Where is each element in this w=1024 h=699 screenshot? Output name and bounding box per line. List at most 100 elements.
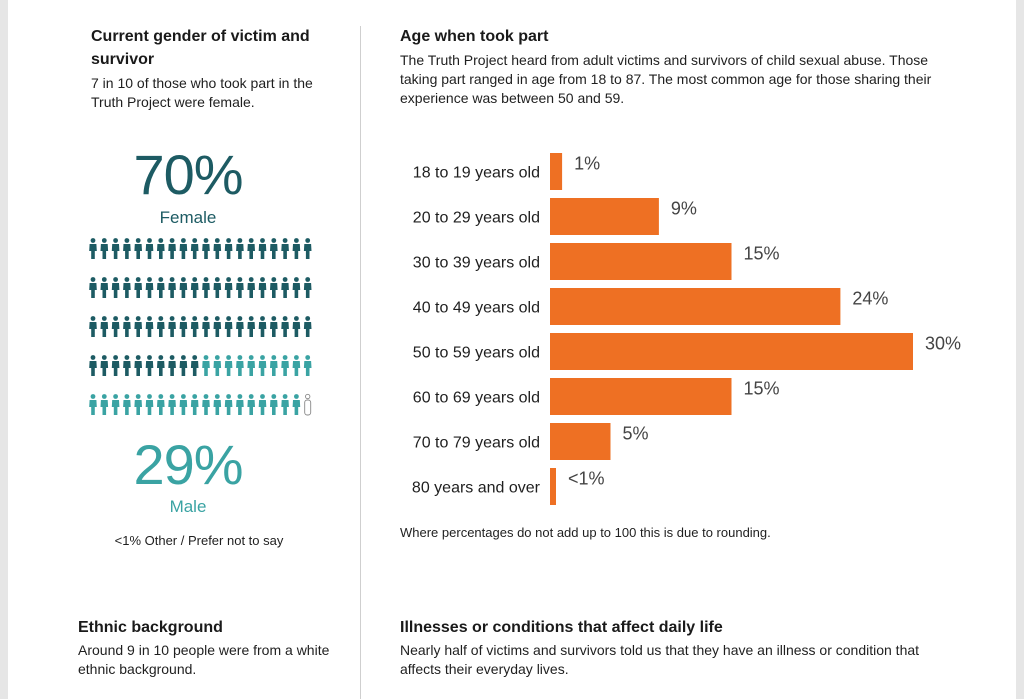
female-person-icon: [145, 355, 154, 376]
female-person-icon: [270, 277, 278, 298]
female-person-icon: [236, 238, 244, 259]
male-person-icon: [224, 355, 233, 376]
female-person-icon: [179, 355, 188, 376]
male-person-icon: [157, 394, 165, 415]
female-person-icon: [145, 316, 154, 337]
female-person-icon: [236, 316, 244, 337]
female-person-icon: [303, 238, 312, 259]
category-label: 50 to 59 years old: [413, 345, 540, 362]
other-gender-note: <1% Other / Prefer not to say: [114, 533, 284, 548]
female-person-icon: [157, 355, 165, 376]
female-person-icon: [123, 238, 131, 259]
age-bar: [550, 198, 659, 235]
value-label: 24%: [852, 289, 888, 309]
female-person-icon: [111, 316, 120, 337]
female-person-icon: [123, 316, 131, 337]
male-person-icon: [258, 394, 267, 415]
male-person-icon: [179, 394, 188, 415]
male-percentage: 29%: [133, 433, 243, 496]
value-label: 15%: [744, 244, 780, 264]
female-person-icon: [258, 277, 267, 298]
value-label: 5%: [623, 424, 649, 444]
female-person-icon: [202, 238, 210, 259]
female-person-icon: [179, 277, 188, 298]
female-person-icon: [292, 238, 301, 259]
female-person-icon: [100, 316, 109, 337]
female-person-icon: [190, 355, 199, 376]
female-person-icon: [270, 316, 278, 337]
rounding-note: Where percentages do not add up to 100 t…: [400, 525, 771, 540]
male-person-icon: [281, 355, 289, 376]
other-person-icon: [304, 393, 312, 416]
column-divider: [360, 26, 361, 699]
male-person-icon: [100, 394, 109, 415]
ethnic-subtext: Around 9 in 10 people were from a white …: [78, 642, 330, 677]
female-person-icon: [157, 277, 165, 298]
female-person-icon: [224, 277, 233, 298]
female-person-icon: [100, 238, 109, 259]
female-person-icon: [270, 238, 278, 259]
female-person-icon: [179, 238, 188, 259]
female-person-icon: [247, 277, 255, 298]
male-person-icon: [190, 394, 199, 415]
female-person-icon: [258, 238, 267, 259]
age-bar-chart: 18 to 19 years old 1% 20 to 29 years old 9%…: [412, 153, 961, 505]
female-person-icon: [134, 277, 142, 298]
male-person-icon: [258, 355, 267, 376]
female-person-icon: [292, 316, 301, 337]
gender-heading: Current gender of victim and survivor: [91, 28, 310, 68]
female-person-icon: [123, 277, 131, 298]
male-person-icon: [111, 394, 120, 415]
female-person-icon: [168, 355, 176, 376]
female-person-icon: [134, 316, 142, 337]
male-person-icon: [270, 355, 278, 376]
female-person-icon: [303, 277, 312, 298]
male-person-icon: [123, 394, 131, 415]
female-person-icon: [111, 238, 120, 259]
female-person-icon: [111, 355, 120, 376]
male-person-icon: [224, 394, 233, 415]
female-person-icon: [281, 316, 289, 337]
male-person-icon: [213, 355, 222, 376]
male-person-icon: [247, 355, 255, 376]
female-person-icon: [168, 238, 176, 259]
female-person-icon: [236, 277, 244, 298]
age-heading: Age when took part: [400, 28, 549, 45]
category-label: 20 to 29 years old: [413, 210, 540, 227]
female-person-icon: [100, 277, 109, 298]
female-person-icon: [89, 238, 97, 259]
female-person-icon: [224, 238, 233, 259]
female-person-icon: [179, 316, 188, 337]
male-person-icon: [202, 355, 210, 376]
female-person-icon: [247, 316, 255, 337]
female-person-icon: [134, 238, 142, 259]
female-person-icon: [89, 355, 97, 376]
gender-pictogram: [89, 238, 312, 416]
male-person-icon: [247, 394, 255, 415]
age-bar: [550, 333, 913, 370]
male-person-icon: [303, 355, 312, 376]
age-bar: [550, 468, 556, 505]
female-person-icon: [157, 316, 165, 337]
report-page: Current gender of victim and survivor 7 …: [8, 0, 1016, 699]
age-bar: [550, 153, 563, 190]
value-label: 30%: [925, 334, 961, 354]
male-person-icon: [213, 394, 222, 415]
female-person-icon: [100, 355, 109, 376]
female-person-icon: [224, 316, 233, 337]
female-person-icon: [213, 238, 222, 259]
male-person-icon: [89, 394, 97, 415]
female-person-icon: [247, 238, 255, 259]
female-person-icon: [258, 316, 267, 337]
female-person-icon: [190, 238, 199, 259]
category-label: 70 to 79 years old: [413, 435, 540, 452]
male-person-icon: [236, 394, 244, 415]
illness-heading: Illnesses or conditions that affect dail…: [400, 619, 723, 636]
male-label: Male: [169, 497, 207, 516]
female-person-icon: [292, 277, 301, 298]
female-person-icon: [123, 355, 131, 376]
female-person-icon: [281, 277, 289, 298]
male-person-icon: [134, 394, 142, 415]
value-label: 15%: [744, 379, 780, 399]
female-person-icon: [213, 316, 222, 337]
